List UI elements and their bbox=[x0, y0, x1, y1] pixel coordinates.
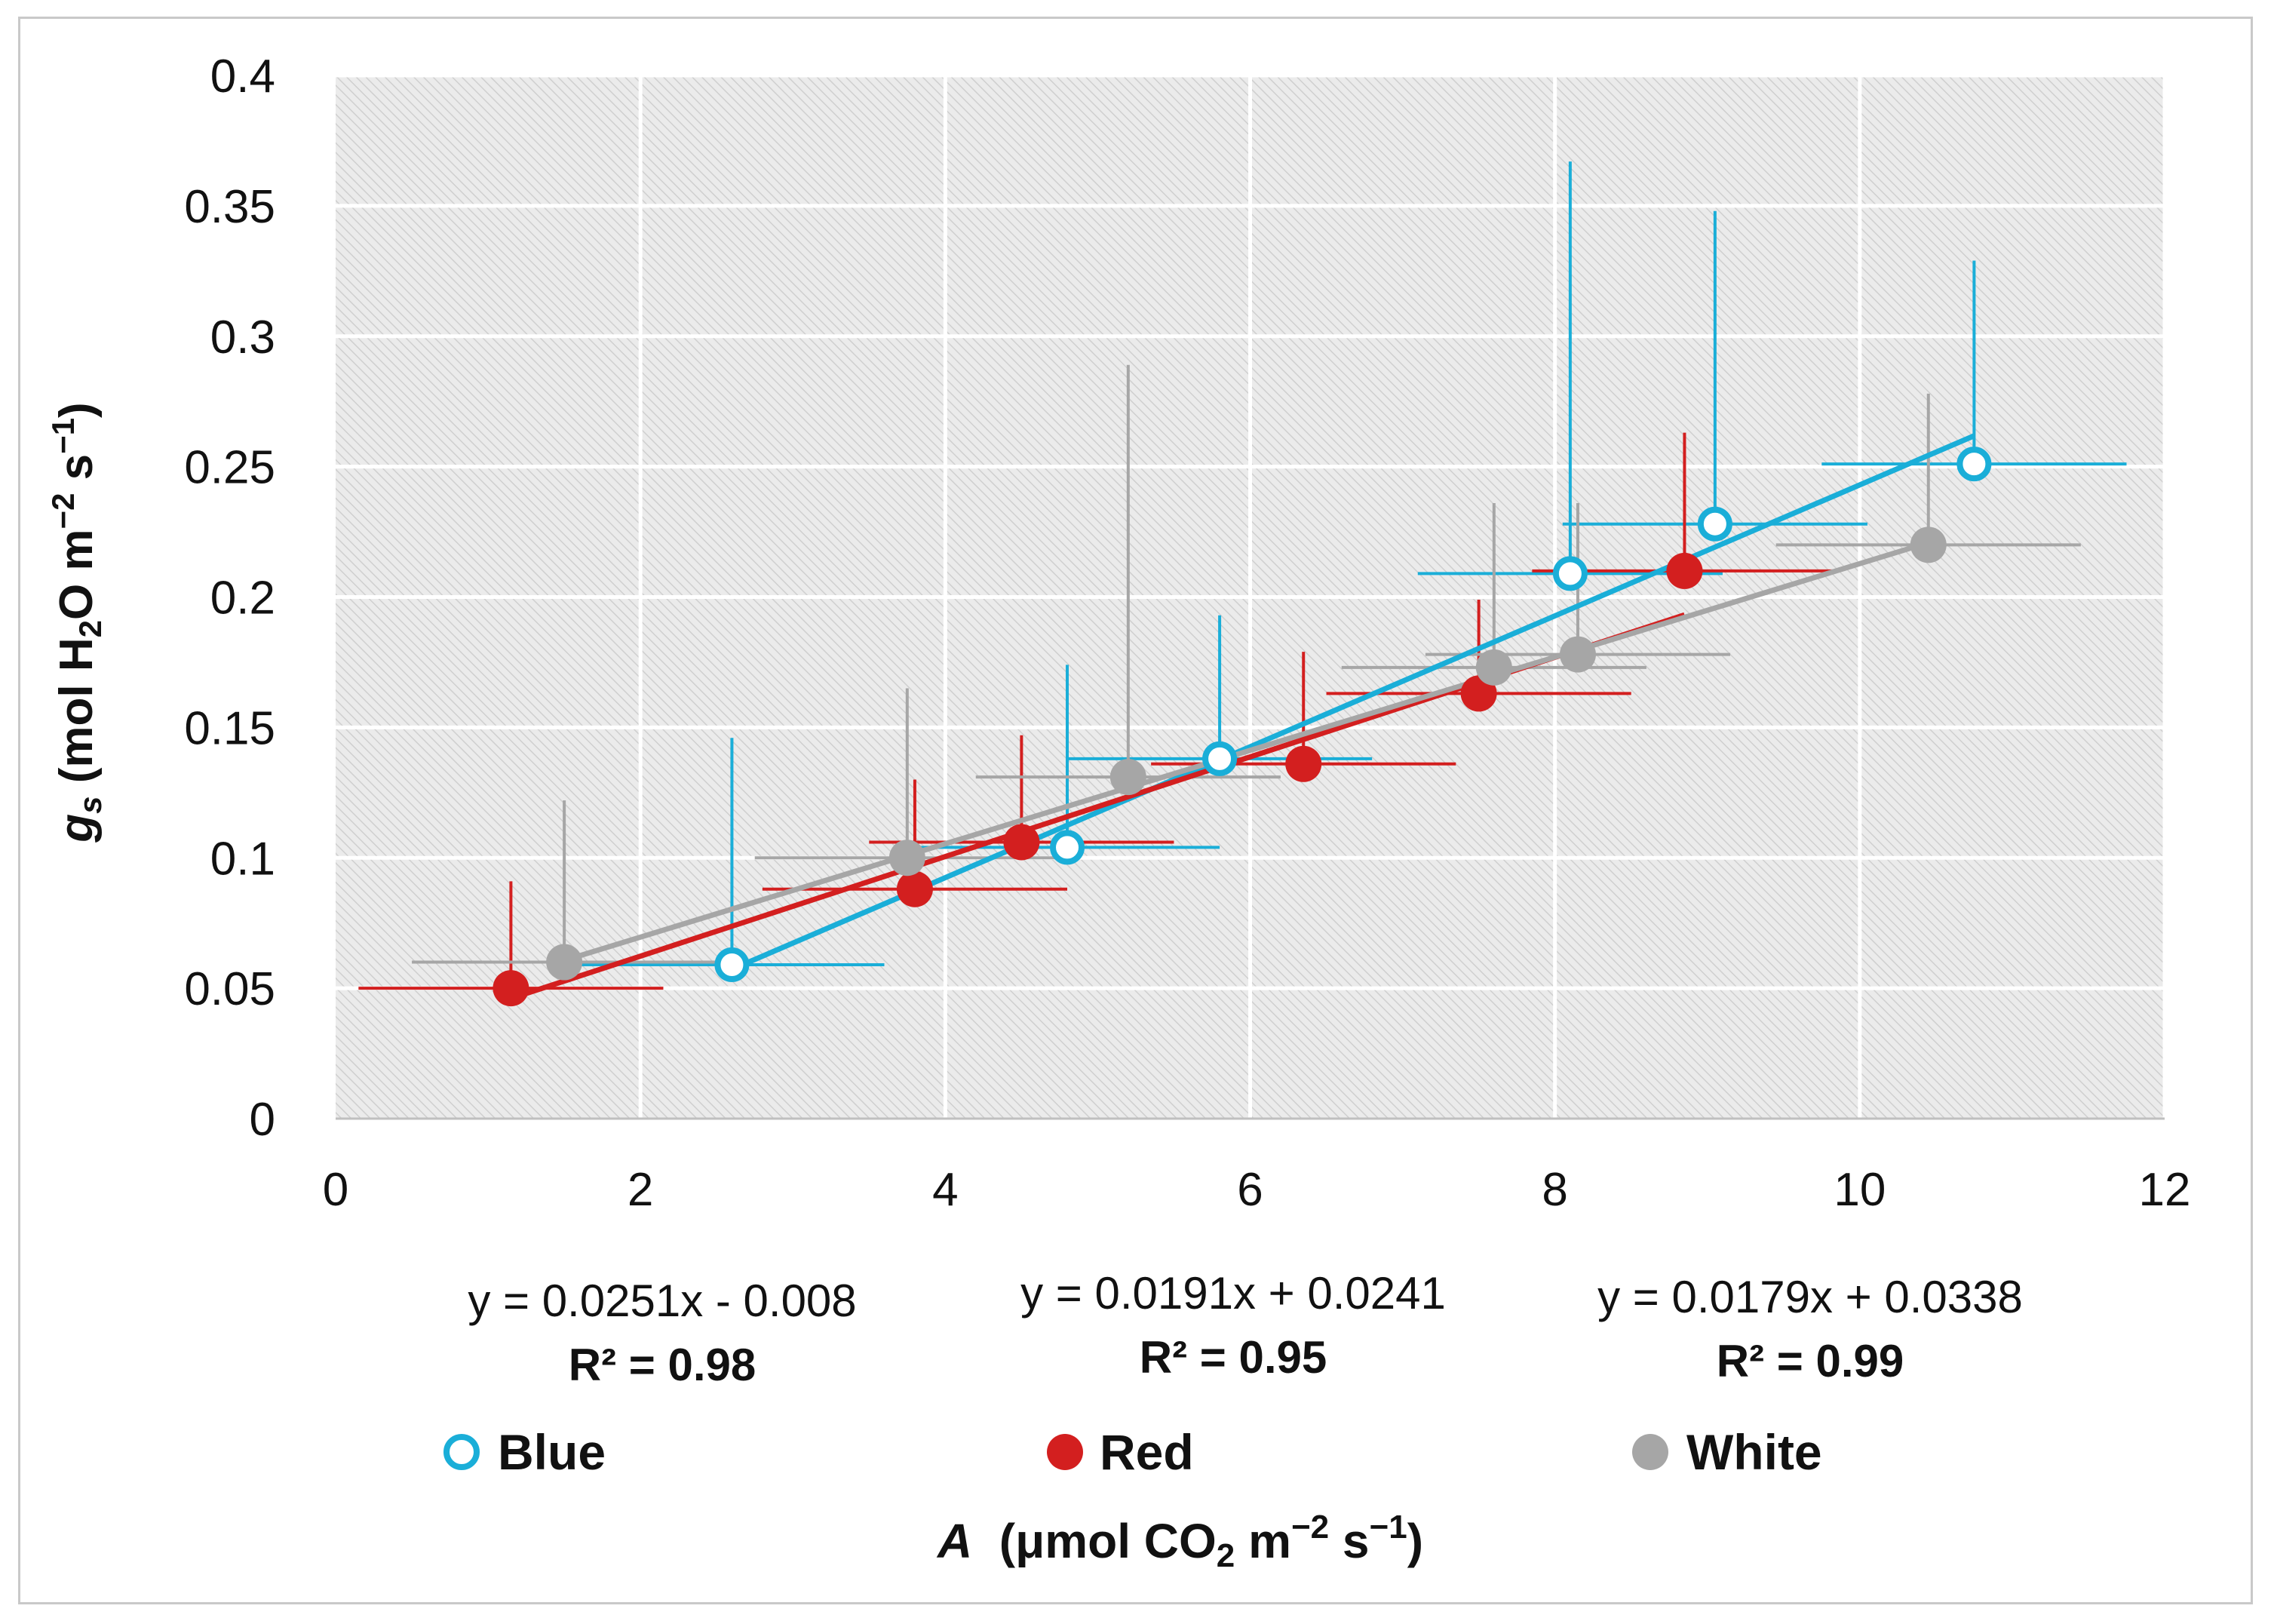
legend-marker-blue bbox=[443, 1434, 480, 1470]
y-axis-title: gs (mol H2O m−2 s−1) bbox=[45, 402, 108, 843]
x-tick-label: 2 bbox=[628, 1164, 653, 1216]
x-tick-label: 4 bbox=[932, 1164, 958, 1216]
legend-item-red: Red bbox=[1047, 1424, 1194, 1480]
y-tick-label: 0.3 bbox=[210, 312, 275, 364]
data-point-white bbox=[1910, 526, 1947, 563]
data-point-blue bbox=[1552, 556, 1588, 591]
data-point-blue bbox=[714, 947, 750, 983]
y-tick-label: 0.05 bbox=[184, 963, 275, 1015]
data-point-white bbox=[1109, 759, 1146, 796]
data-point-blue bbox=[1697, 506, 1732, 542]
x-tick-label: 10 bbox=[1834, 1164, 1886, 1216]
data-point-white bbox=[546, 944, 583, 981]
data-point-blue bbox=[1050, 830, 1085, 865]
r2-blue-text: R² = 0.98 bbox=[569, 1340, 756, 1390]
y-tick-label: 0.25 bbox=[184, 442, 275, 494]
data-point-red bbox=[1003, 824, 1040, 861]
legend-marker-white bbox=[1632, 1434, 1668, 1470]
data-point-red bbox=[1285, 745, 1322, 782]
r2-red-text: R² = 0.95 bbox=[1140, 1332, 1327, 1383]
data-point-blue bbox=[1202, 741, 1238, 776]
y-tick-label: 0.35 bbox=[184, 181, 275, 233]
data-point-red bbox=[1666, 552, 1703, 589]
y-tick-label: 0 bbox=[250, 1094, 275, 1146]
chart-frame bbox=[18, 17, 2253, 1604]
y-tick-label: 0.4 bbox=[210, 51, 275, 103]
r2-white-text: R² = 0.99 bbox=[1717, 1336, 1904, 1386]
x-tick-label: 0 bbox=[323, 1164, 348, 1216]
legend-item-white: White bbox=[1632, 1424, 1822, 1480]
x-tick-label: 8 bbox=[1542, 1164, 1567, 1216]
equation-blue-text: y = 0.0251x - 0.008 bbox=[468, 1276, 856, 1326]
equation-white: y = 0.0179x + 0.0338 R² = 0.99 bbox=[1597, 1272, 2023, 1386]
y-tick-label: 0.2 bbox=[210, 573, 275, 625]
data-point-blue bbox=[1956, 447, 1992, 482]
x-axis-title: A (μmol CO2 m−2 s−1) bbox=[936, 1509, 1423, 1574]
equation-red: y = 0.0191x + 0.0241 R² = 0.95 bbox=[1020, 1268, 1446, 1383]
equation-blue: y = 0.0251x - 0.008 R² = 0.98 bbox=[468, 1276, 856, 1390]
data-point-red bbox=[896, 870, 933, 907]
y-tick-label: 0.15 bbox=[184, 702, 275, 754]
data-point-white bbox=[1475, 649, 1512, 686]
equation-white-text: y = 0.0179x + 0.0338 bbox=[1597, 1272, 2023, 1322]
x-tick-label: 12 bbox=[2139, 1164, 2191, 1216]
data-point-white bbox=[1559, 636, 1596, 673]
trend-line-blue bbox=[731, 433, 1975, 972]
data-point-red bbox=[1460, 675, 1497, 712]
data-point-white bbox=[888, 840, 925, 876]
trend-line-white bbox=[563, 540, 1929, 963]
data-points bbox=[493, 447, 1992, 1007]
y-tick-label: 0.1 bbox=[210, 833, 275, 885]
legend-label-red: Red bbox=[1100, 1424, 1194, 1480]
x-tick-labels: 0 2 4 6 8 10 12 bbox=[323, 1164, 2191, 1216]
y-tick-labels: 0 0.05 0.1 0.15 0.2 0.25 0.3 0.35 0.4 bbox=[184, 51, 275, 1146]
data-point-red bbox=[493, 970, 529, 1007]
equation-red-text: y = 0.0191x + 0.0241 bbox=[1020, 1268, 1446, 1319]
legend: Blue Red White bbox=[443, 1424, 1822, 1480]
legend-item-blue: Blue bbox=[443, 1424, 606, 1480]
legend-label-blue: Blue bbox=[498, 1424, 606, 1480]
x-tick-label: 6 bbox=[1237, 1164, 1263, 1216]
legend-marker-red bbox=[1047, 1434, 1083, 1470]
legend-label-white: White bbox=[1686, 1424, 1822, 1480]
